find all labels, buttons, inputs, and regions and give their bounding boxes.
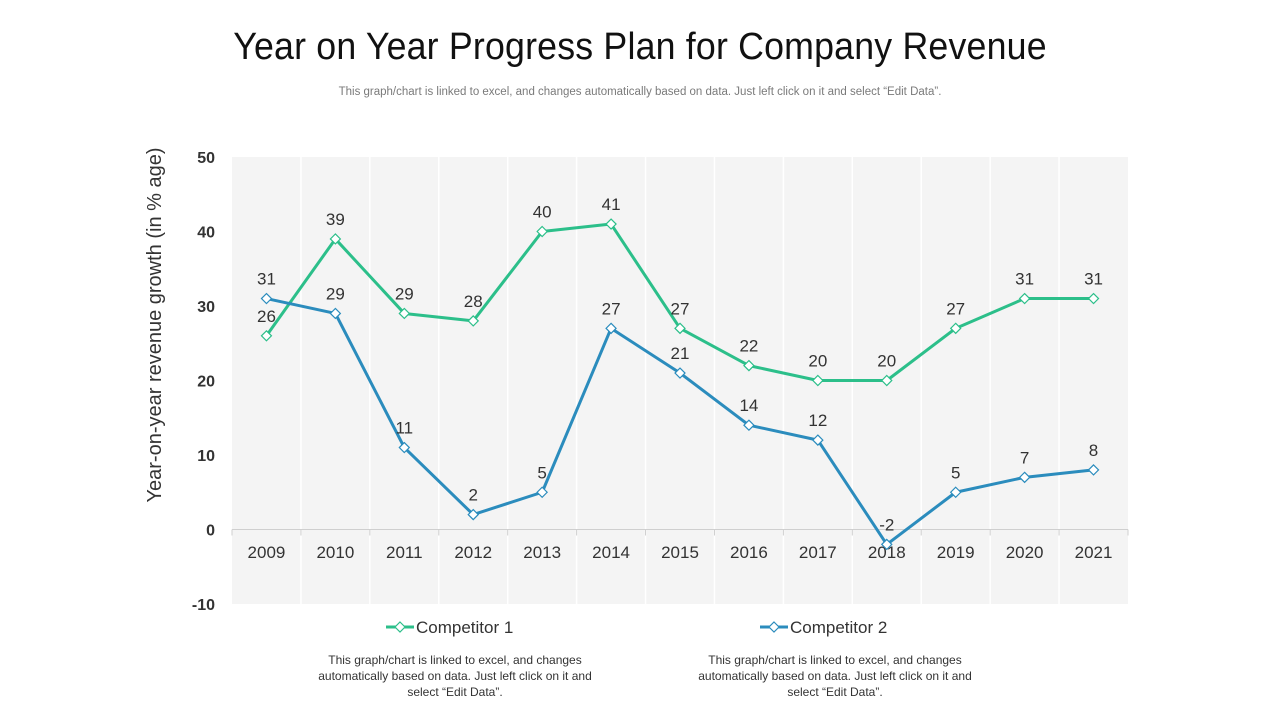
plot-area	[232, 157, 1128, 604]
y-tick-label: 0	[206, 523, 215, 540]
x-tick-label: 2019	[937, 543, 975, 562]
data-label: 31	[1015, 270, 1034, 289]
data-point	[949, 486, 962, 499]
data-label: 8	[1089, 441, 1098, 460]
y-tick-label: 50	[197, 150, 215, 167]
legend-marker	[768, 621, 780, 633]
y-tick-label: 40	[197, 225, 215, 242]
data-point	[605, 322, 617, 335]
data-label: 27	[671, 299, 690, 318]
legend-label-1: Competitor 1	[416, 618, 513, 637]
x-tick-label: 2021	[1075, 543, 1113, 562]
data-point	[398, 441, 411, 454]
data-point	[1018, 292, 1031, 305]
data-label: 21	[671, 344, 690, 363]
x-tick-label: 2016	[730, 543, 768, 562]
data-point	[467, 315, 480, 327]
data-label: 27	[602, 299, 621, 318]
data-point	[674, 367, 686, 379]
data-point	[880, 374, 893, 387]
data-point	[811, 374, 824, 387]
data-label: 2	[468, 486, 477, 505]
legend-marker	[394, 621, 406, 633]
data-label: 11	[395, 419, 413, 438]
data-point	[467, 508, 480, 521]
data-point	[1018, 471, 1031, 484]
chart-note-left: This graph/chart is linked to excel, and…	[318, 653, 592, 699]
data-point	[260, 292, 273, 305]
x-tick-label: 2015	[661, 543, 699, 562]
chart-note-right: This graph/chart is linked to excel, and…	[698, 653, 972, 699]
x-tick-label: 2020	[1006, 543, 1044, 562]
data-label: 41	[602, 195, 621, 214]
data-point	[949, 322, 962, 335]
data-point	[536, 486, 549, 499]
data-label: 14	[739, 396, 758, 415]
data-point	[329, 233, 342, 245]
data-label: 20	[877, 352, 896, 371]
data-label: 29	[326, 284, 345, 303]
data-point	[398, 307, 411, 320]
data-label: 27	[946, 299, 965, 318]
data-label: -2	[879, 515, 894, 534]
page-title: Year on Year Progress Plan for Company R…	[233, 26, 1047, 68]
data-point	[743, 419, 755, 432]
data-label: 26	[257, 307, 276, 326]
page-subtitle: This graph/chart is linked to excel, and…	[338, 86, 942, 98]
x-tick-label: 2009	[248, 543, 286, 562]
data-point	[329, 307, 342, 320]
y-tick-label: 20	[197, 374, 215, 391]
y-tick-label: 30	[197, 299, 215, 316]
data-point	[674, 322, 686, 335]
data-point	[880, 538, 893, 551]
data-label: 39	[326, 210, 345, 229]
x-tick-label: 2013	[523, 543, 561, 562]
data-label: 31	[1084, 270, 1103, 289]
y-tick-label: 10	[197, 448, 215, 465]
data-label: 5	[537, 463, 546, 482]
x-tick-label: 2012	[454, 543, 492, 562]
data-label: 40	[533, 203, 552, 222]
data-point	[536, 225, 549, 238]
legend-label-2: Competitor 2	[790, 618, 887, 637]
x-tick-label: 2011	[386, 543, 423, 562]
data-point	[811, 434, 824, 446]
data-label: 20	[808, 352, 827, 371]
data-point	[1087, 464, 1100, 476]
y-tick-label: -10	[192, 597, 215, 614]
data-label: 28	[464, 292, 483, 311]
x-tick-label: 2010	[316, 543, 354, 562]
data-label: 22	[739, 337, 758, 356]
data-label: 29	[395, 284, 414, 303]
y-axis-label: Year-on-year revenue growth (in % age)	[144, 147, 166, 502]
data-label: 7	[1020, 448, 1029, 467]
data-point	[743, 359, 755, 372]
x-tick-label: 2014	[592, 543, 630, 562]
data-point	[1087, 292, 1100, 305]
data-label: 5	[951, 463, 960, 482]
data-label: 12	[808, 411, 827, 430]
data-point	[260, 329, 273, 342]
data-label: 31	[257, 270, 276, 289]
data-point	[605, 218, 617, 230]
x-tick-label: 2017	[799, 543, 837, 562]
x-tick-label: 2018	[868, 543, 906, 562]
